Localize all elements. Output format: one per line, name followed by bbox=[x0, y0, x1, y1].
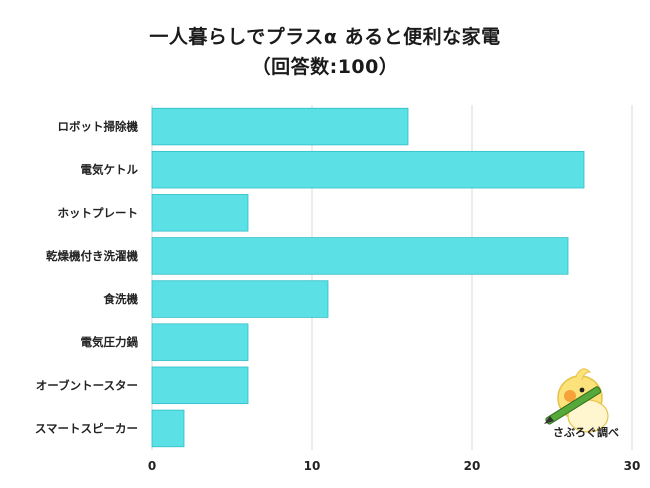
category-label: オーブントースター bbox=[36, 378, 138, 392]
x-tick-label: 20 bbox=[464, 459, 481, 473]
x-tick-label: 0 bbox=[148, 459, 156, 473]
category-label: 食洗機 bbox=[104, 292, 139, 306]
chart-title: 一人暮らしでプラスα あると便利な家電 bbox=[149, 26, 501, 48]
bar bbox=[151, 107, 409, 146]
watermark-text: さぶろぐ調べ bbox=[553, 426, 619, 439]
bar bbox=[151, 194, 249, 232]
bird-with-pencil-icon bbox=[544, 368, 609, 433]
bar bbox=[151, 409, 185, 448]
category-label: 電気圧力鍋 bbox=[81, 335, 139, 349]
category-label: ホットプレート bbox=[58, 206, 139, 220]
bar bbox=[151, 323, 249, 361]
bar bbox=[151, 150, 585, 189]
bar bbox=[151, 280, 329, 318]
bar bbox=[151, 366, 249, 405]
category-label: 乾燥機付き洗濯機 bbox=[46, 249, 138, 263]
category-label: ロボット掃除機 bbox=[58, 120, 139, 134]
category-label: スマートスピーカー bbox=[35, 421, 138, 435]
x-tick-label: 10 bbox=[304, 459, 321, 473]
bar bbox=[151, 237, 569, 275]
chart-subtitle: （回答数:100） bbox=[251, 56, 399, 78]
x-tick-label: 30 bbox=[624, 459, 641, 473]
category-label: 電気ケトル bbox=[81, 163, 139, 177]
